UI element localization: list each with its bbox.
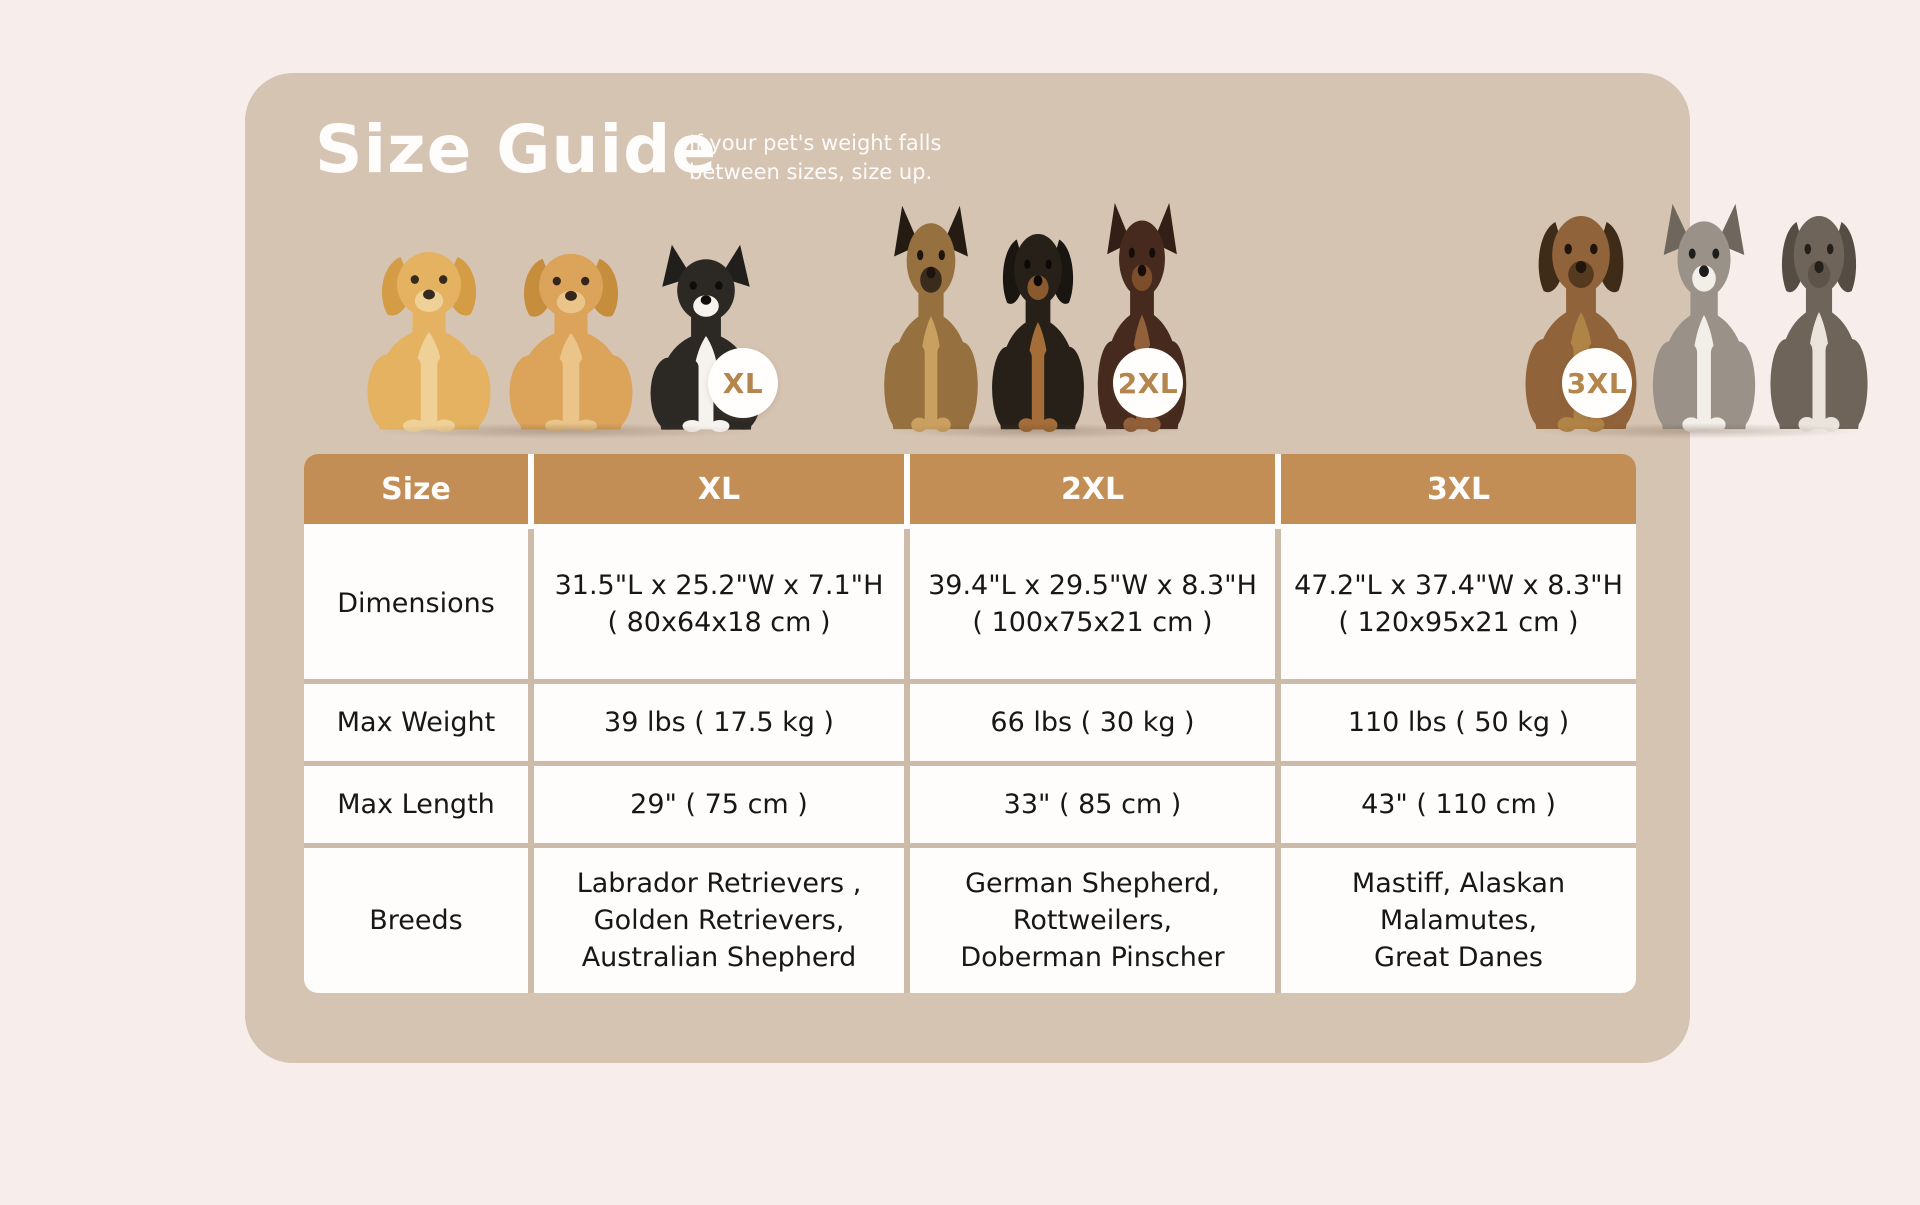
breeds-3xl-line3: Great Danes: [1374, 942, 1543, 974]
breeds-3xl-line1: Mastiff, Alaskan: [1351, 867, 1566, 899]
max-length-3xl-cell: 43" ( 110 cm ): [1281, 766, 1636, 843]
column-header-xl: XL: [534, 454, 904, 524]
dimensions-xl-line1: 31.5"L x 25.2"W x 7.1"H: [554, 569, 884, 601]
breeds-xl-cell: Labrador Retrievers , Golden Retrievers,…: [534, 848, 904, 993]
page-title: Size Guide: [315, 111, 718, 188]
dog-group-3xl: [1517, 192, 1875, 439]
subtitle-line-1: If your pet's weight falls: [689, 131, 942, 155]
dog-group-xl: [358, 232, 770, 439]
column-header-2xl: 2XL: [910, 454, 1275, 524]
dimensions-2xl-cell: 39.4"L x 29.5"W x 8.3"H ( 100x75x21 cm ): [910, 529, 1275, 679]
subtitle: If your pet's weight falls between sizes…: [689, 129, 941, 187]
breeds-3xl-cell: Mastiff, Alaskan Malamutes, Great Danes: [1281, 848, 1636, 993]
table-header-row: Size XL 2XL 3XL: [304, 454, 1636, 529]
german-shepherd-icon: [877, 200, 985, 432]
dimensions-3xl-line1: 47.2"L x 37.4"W x 8.3"H: [1294, 569, 1623, 601]
dog-group-shadow: [1527, 423, 1865, 439]
size-badge-xl: XL: [708, 348, 778, 418]
dog-group-shadow: [886, 423, 1184, 439]
size-guide-card: Size Guide If your pet's weight falls be…: [245, 73, 1690, 1063]
alaskan-malamute-icon: [1645, 198, 1763, 432]
breeds-2xl-line2: Rottweilers,: [1012, 904, 1173, 936]
max-length-xl-cell: 29" ( 75 cm ): [534, 766, 904, 843]
table-body: Dimensions 31.5"L x 25.2"W x 7.1"H ( 80x…: [304, 529, 1636, 993]
row-label-max-weight: Max Weight: [304, 684, 528, 761]
max-weight-3xl-cell: 110 lbs ( 50 kg ): [1281, 684, 1636, 761]
dimensions-3xl-cell: 47.2"L x 37.4"W x 8.3"H ( 120x95x21 cm ): [1281, 529, 1636, 679]
size-badge-2xl: 2XL: [1113, 348, 1183, 418]
great-dane-icon: [1763, 192, 1875, 432]
breeds-2xl-line3: Doberman Pinscher: [960, 942, 1225, 974]
labrador-retriever-icon: [358, 232, 500, 432]
dog-group-shadow: [370, 423, 758, 439]
column-header-3xl: 3XL: [1281, 454, 1636, 524]
dog-group-2xl: [877, 197, 1193, 439]
breeds-3xl-line2: Malamutes,: [1379, 904, 1538, 936]
dimensions-xl-line2: ( 80x64x18 cm ): [607, 607, 831, 638]
max-weight-2xl-cell: 66 lbs ( 30 kg ): [910, 684, 1275, 761]
breeds-xl-line3: Australian Shepherd: [581, 942, 857, 974]
row-label-max-length: Max Length: [304, 766, 528, 843]
golden-retriever-icon: [500, 234, 642, 432]
breeds-xl-line1: Labrador Retrievers ,: [576, 867, 862, 899]
dimensions-xl-cell: 31.5"L x 25.2"W x 7.1"H ( 80x64x18 cm ): [534, 529, 904, 679]
breeds-2xl-line1: German Shepherd,: [965, 867, 1220, 899]
breeds-xl-line2: Golden Retrievers,: [593, 904, 845, 936]
rottweiler-icon: [985, 212, 1091, 432]
dimensions-2xl-line2: ( 100x75x21 cm ): [972, 607, 1213, 638]
row-label-dimensions: Dimensions: [304, 529, 528, 679]
dimensions-3xl-line2: ( 120x95x21 cm ): [1338, 607, 1579, 638]
subtitle-line-2: between sizes, size up.: [689, 160, 933, 184]
breeds-2xl-cell: German Shepherd, Rottweilers, Doberman P…: [910, 848, 1275, 993]
column-header-size: Size: [304, 454, 528, 524]
size-table: Size XL 2XL 3XL Dimensions 31.5"L x 25.2…: [304, 454, 1636, 993]
size-badge-3xl: 3XL: [1562, 348, 1632, 418]
row-label-breeds: Breeds: [304, 848, 528, 993]
max-weight-xl-cell: 39 lbs ( 17.5 kg ): [534, 684, 904, 761]
dimensions-2xl-line1: 39.4"L x 29.5"W x 8.3"H: [928, 569, 1257, 601]
max-length-2xl-cell: 33" ( 85 cm ): [910, 766, 1275, 843]
